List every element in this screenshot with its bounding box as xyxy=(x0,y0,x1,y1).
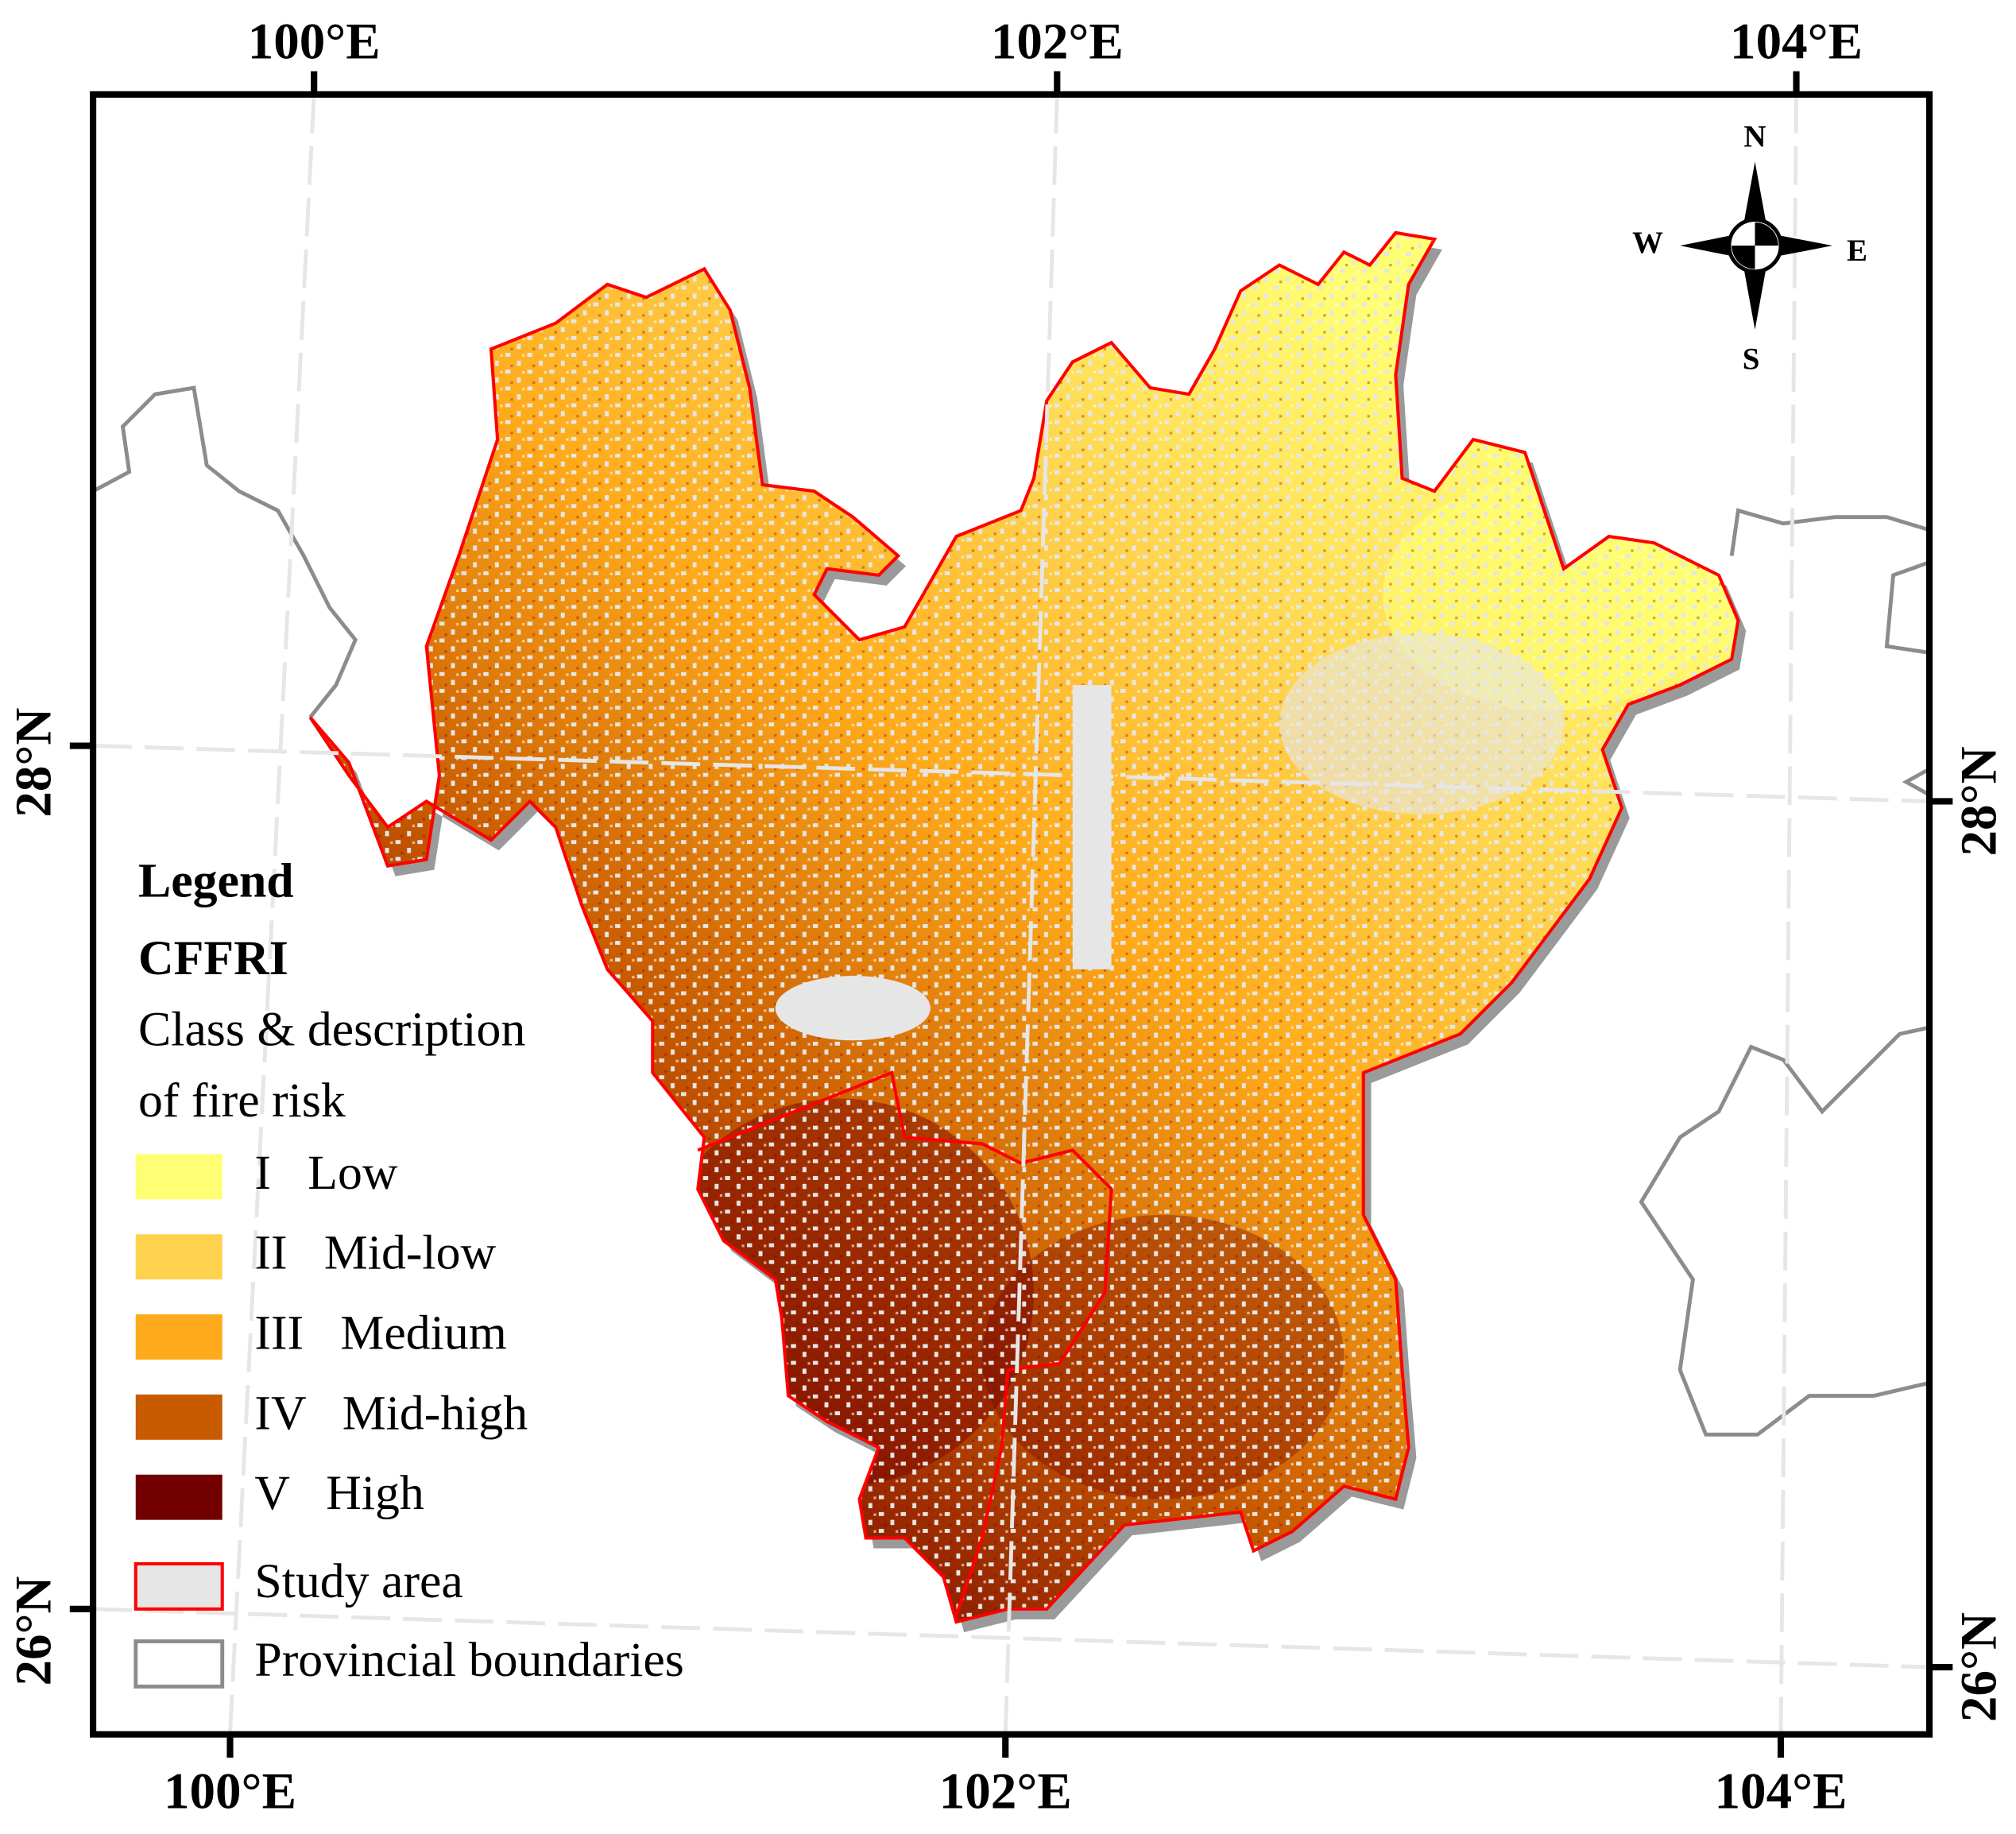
compass: N S E W xyxy=(1632,120,1867,377)
compass-label: S xyxy=(1743,342,1760,376)
legend-swatch xyxy=(135,1154,222,1200)
latitude-label: 28°N xyxy=(1950,746,2007,856)
legend-swatch xyxy=(135,1314,222,1360)
legend-label: IV Mid-high xyxy=(254,1386,528,1440)
parallel xyxy=(93,744,1930,803)
graticule xyxy=(93,94,1930,1735)
parallel xyxy=(93,1607,1930,1670)
province-line xyxy=(91,385,358,719)
coordinate-labels: 100°E 102°E 104°E 100°E 102°E 104°E 28°N… xyxy=(6,14,2008,1820)
frame-ticks xyxy=(69,71,1953,1758)
province-line xyxy=(1729,508,1930,556)
compass-label: W xyxy=(1632,226,1663,260)
legend-swatch xyxy=(133,1561,224,1611)
legend-label: II Mid-low xyxy=(254,1226,496,1280)
legend-swatch xyxy=(133,1639,225,1689)
legend-swatch xyxy=(135,1394,222,1440)
latitude-label: 26°N xyxy=(6,1576,63,1685)
non-forest xyxy=(1072,685,1112,969)
legend-swatch xyxy=(135,1234,222,1280)
province-line xyxy=(1902,767,1931,797)
legend: Legend CFFRI Class & description of fire… xyxy=(133,853,684,1689)
longitude-label: 100°E xyxy=(248,14,381,71)
non-forest xyxy=(775,975,931,1041)
provincial-boundaries xyxy=(91,385,1931,1437)
compass-label: E xyxy=(1847,234,1867,268)
compass-label: N xyxy=(1743,120,1766,154)
non-forest xyxy=(1279,633,1564,814)
province-line xyxy=(1884,560,1930,655)
longitude-label: 100°E xyxy=(164,1763,296,1820)
longitude-label: 102°E xyxy=(939,1763,1072,1820)
longitude-label: 104°E xyxy=(1730,14,1863,71)
province-line xyxy=(1639,1025,1930,1437)
meridian xyxy=(228,94,316,1735)
legend-subtitle: of fire risk xyxy=(138,1074,346,1128)
meridian xyxy=(1003,94,1059,1735)
meridian xyxy=(1778,94,1798,1735)
legend-label: Provincial boundaries xyxy=(254,1633,683,1687)
legend-index: CFFRI xyxy=(138,931,288,985)
legend-label: III Medium xyxy=(254,1306,506,1360)
longitude-label: 102°E xyxy=(991,14,1124,71)
compass-center xyxy=(1732,222,1778,269)
map-frame xyxy=(90,91,1933,1738)
longitude-label: 104°E xyxy=(1715,1763,1848,1820)
county-boundary xyxy=(697,1070,1113,1616)
latitude-label: 28°N xyxy=(6,708,63,818)
legend-label: V High xyxy=(254,1466,424,1520)
legend-label: I Low xyxy=(254,1146,398,1200)
legend-label: Study area xyxy=(254,1554,462,1608)
legend-title: Legend xyxy=(138,853,294,907)
latitude-label: 26°N xyxy=(1950,1612,2007,1722)
legend-subtitle: Class & description xyxy=(138,1002,525,1056)
legend-swatch xyxy=(135,1474,222,1520)
